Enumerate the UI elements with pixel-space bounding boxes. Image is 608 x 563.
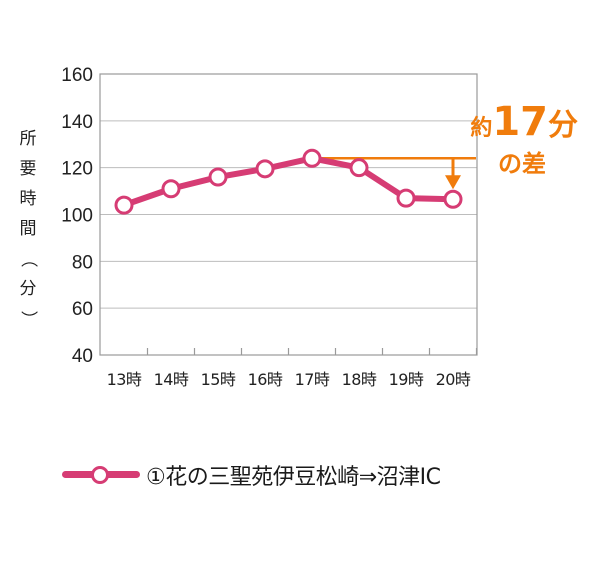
y-axis-title-char: （	[18, 250, 38, 268]
data-point	[443, 189, 463, 209]
y-axis-title: 所要時間 （ 分 ）	[16, 124, 40, 334]
y-axis-title-char: 所	[19, 129, 37, 149]
annotation-number: 17	[492, 99, 548, 145]
y-tick-label: 120	[61, 159, 93, 180]
legend: ①花の三聖苑伊豆松崎⇒沼津IC	[62, 455, 441, 495]
y-axis-title-char: ）	[18, 310, 38, 328]
x-tick-label: 16時	[248, 370, 283, 389]
y-tick-labels: 40 60 80 100 120 140 160	[61, 65, 93, 367]
y-axis-title-char: 間	[19, 219, 37, 239]
x-tick-label: 18時	[342, 370, 377, 389]
series-group	[114, 148, 463, 215]
y-axis-title-char: 分	[19, 279, 37, 299]
y-tick-label: 140	[61, 112, 93, 133]
x-tick-label: 19時	[389, 370, 424, 389]
annotation-unit: 分	[548, 108, 578, 143]
x-tick-labels: 13時 14時 15時 16時 17時 18時 19時 20時	[107, 370, 472, 389]
annotation-arrow-head	[445, 175, 461, 190]
y-tick-label: 160	[61, 65, 93, 86]
x-tick-label: 15時	[201, 370, 236, 389]
y-tick-label: 60	[72, 299, 93, 320]
data-point	[161, 179, 181, 199]
y-tick-label: 80	[72, 252, 93, 273]
legend-label: ①花の三聖苑伊豆松崎⇒沼津IC	[146, 465, 441, 490]
y-tick-label: 100	[61, 206, 93, 227]
data-point	[349, 158, 369, 178]
y-axis-title-char: 時	[19, 189, 37, 209]
data-point	[208, 167, 228, 187]
data-point	[302, 148, 322, 168]
x-tick-label: 20時	[436, 370, 471, 389]
data-point	[396, 188, 416, 208]
legend-marker	[62, 455, 140, 495]
data-point	[255, 159, 275, 179]
x-tick-label: 14時	[154, 370, 189, 389]
grid	[99, 73, 478, 356]
annotation-prefix: 約	[470, 115, 492, 141]
data-point	[114, 195, 134, 215]
x-tick-label: 13時	[107, 370, 142, 389]
x-tick-label: 17時	[295, 370, 330, 389]
annotation-suffix: の差	[498, 150, 546, 178]
annotation	[320, 157, 476, 190]
annotation-label: 約17分	[470, 99, 578, 145]
y-axis-title-char: 要	[19, 159, 37, 179]
y-tick-label: 40	[72, 346, 93, 367]
